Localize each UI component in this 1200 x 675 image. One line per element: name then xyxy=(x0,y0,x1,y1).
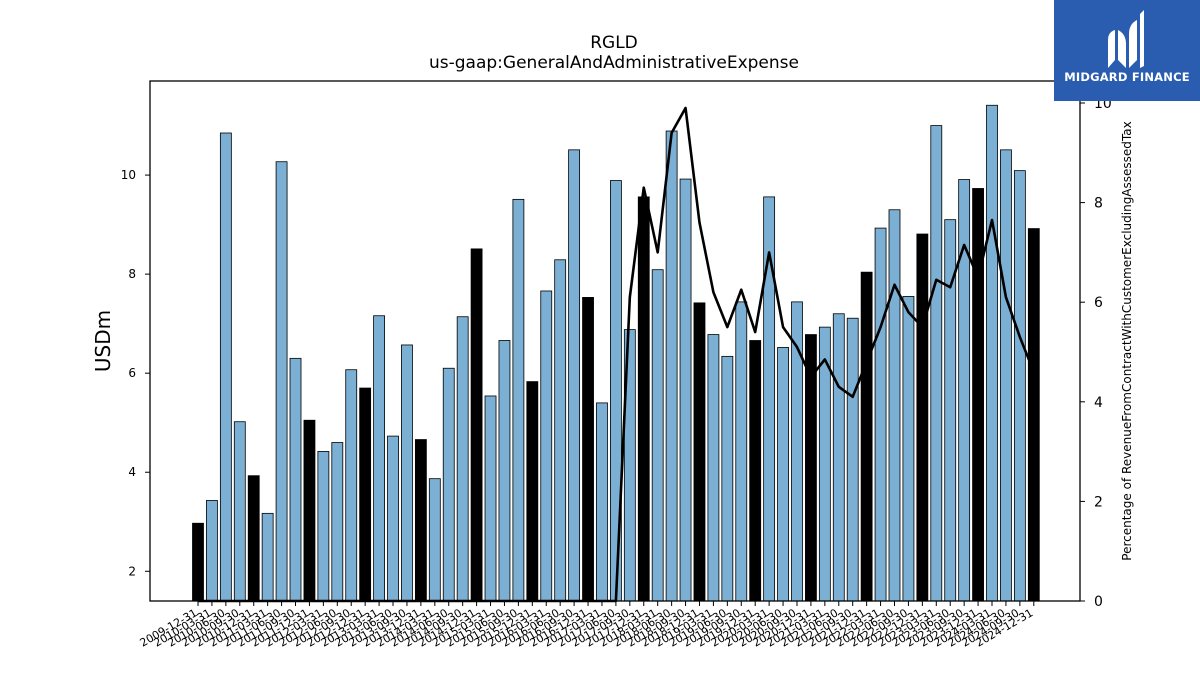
bar xyxy=(484,395,497,602)
y2-tick-label: 4 xyxy=(1094,395,1103,411)
bar xyxy=(902,296,915,602)
y-tick-label: 4 xyxy=(128,465,136,479)
bar xyxy=(986,104,998,602)
bar xyxy=(916,233,929,602)
bar xyxy=(1027,228,1040,602)
midgard-logo-icon xyxy=(1108,10,1144,68)
bar xyxy=(206,500,218,602)
bar xyxy=(540,290,553,602)
bar xyxy=(345,369,358,602)
bar xyxy=(721,355,734,602)
bar xyxy=(387,435,399,602)
bar xyxy=(192,522,204,602)
bar xyxy=(693,302,706,602)
bar xyxy=(860,271,873,602)
bar xyxy=(512,198,525,602)
bar xyxy=(233,421,246,602)
brand-logo: MIDGARD FINANCE xyxy=(1054,0,1200,101)
bar xyxy=(428,478,441,602)
bar xyxy=(972,188,984,602)
y2-axis-label: Percentage of RevenueFromContractWithCus… xyxy=(1120,121,1134,560)
bar xyxy=(846,317,859,602)
bar xyxy=(261,512,274,602)
bar xyxy=(1013,170,1026,602)
bar xyxy=(554,259,567,602)
bar xyxy=(596,402,608,602)
bar xyxy=(275,161,288,602)
y-tick-label: 10 xyxy=(121,168,136,182)
bar xyxy=(442,367,455,602)
bar xyxy=(568,149,581,602)
bar xyxy=(317,451,330,602)
bar xyxy=(874,227,887,602)
bar xyxy=(707,334,720,602)
bar xyxy=(289,357,302,602)
bar xyxy=(1000,149,1012,602)
bar xyxy=(637,196,650,602)
bar xyxy=(526,381,539,602)
bar xyxy=(832,313,845,602)
plot-frame xyxy=(149,80,1081,602)
bar xyxy=(749,340,762,602)
bar xyxy=(247,475,260,602)
bar xyxy=(930,125,943,602)
bar xyxy=(359,387,372,602)
chart-title: RGLD xyxy=(590,33,638,53)
bar xyxy=(470,248,483,602)
bar xyxy=(777,347,789,602)
y2-tick-label: 8 xyxy=(1094,196,1103,212)
y-axis-label: USDm xyxy=(91,310,115,372)
y2-tick-label: 2 xyxy=(1094,494,1103,510)
bar xyxy=(401,344,413,602)
x-axis: 2009-12-312010-03-312010-06-302010-09-30… xyxy=(138,601,1035,650)
left-axis: 2 4 6 8 10 xyxy=(121,168,150,578)
bar xyxy=(679,178,692,602)
y2-tick-label: 6 xyxy=(1094,295,1103,311)
bar xyxy=(331,442,344,602)
bar xyxy=(665,130,678,602)
bar xyxy=(582,297,594,602)
bar xyxy=(303,419,316,602)
bar xyxy=(498,340,511,602)
y-tick-label: 8 xyxy=(128,267,136,281)
bar xyxy=(456,316,469,602)
bars-group xyxy=(192,104,1040,602)
brand-name: MIDGARD FINANCE xyxy=(1064,70,1190,84)
y2-tick-label: 0 xyxy=(1094,594,1103,610)
bar xyxy=(888,209,901,602)
bar xyxy=(373,315,385,602)
bar xyxy=(414,439,427,602)
bar xyxy=(735,301,748,602)
chart-subtitle: us-gaap:GeneralAndAdministrativeExpense xyxy=(429,53,799,73)
bar xyxy=(219,132,232,602)
bar xyxy=(958,179,971,602)
y-tick-label: 2 xyxy=(128,564,136,578)
bar xyxy=(651,269,664,602)
y-tick-label: 6 xyxy=(128,366,136,380)
